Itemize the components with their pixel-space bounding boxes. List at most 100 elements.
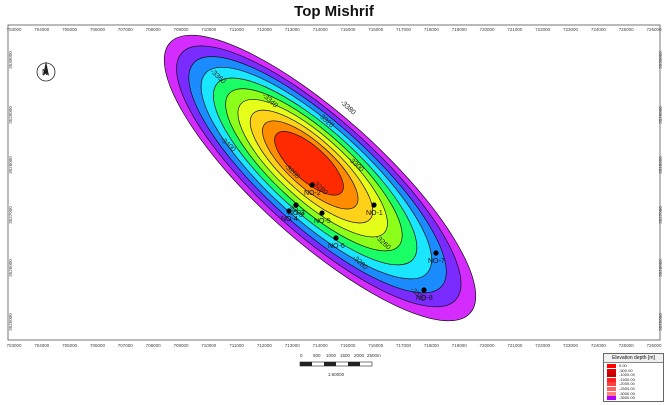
x-tick-label-top: 723000 bbox=[563, 27, 579, 32]
x-tick-label-top: 706000 bbox=[90, 27, 106, 32]
well-label: NO-5 bbox=[314, 218, 331, 225]
legend-entry: -2500.00 bbox=[607, 386, 662, 391]
x-tick-label-top: 711000 bbox=[229, 27, 244, 32]
y-tick-label-right: 3528000 bbox=[658, 156, 663, 174]
x-tick-label-top: 726000 bbox=[646, 27, 662, 32]
x-tick-label-top: 715000 bbox=[340, 27, 356, 32]
y-tick-label-left: 3528000 bbox=[8, 156, 13, 174]
x-tick-label-top: 709000 bbox=[173, 27, 189, 32]
x-tick-label-top: 716000 bbox=[368, 27, 384, 32]
legend-swatch bbox=[607, 391, 616, 396]
y-tick-label-left: 3529000 bbox=[8, 106, 13, 124]
scale-label: 1500 bbox=[340, 353, 351, 358]
well-label: NO-3 bbox=[288, 210, 305, 217]
legend-swatch bbox=[607, 368, 616, 373]
x-tick-label-top: 705000 bbox=[62, 27, 78, 32]
x-tick-label-bottom: 706000 bbox=[90, 343, 106, 348]
x-tick-label-top: 719000 bbox=[452, 27, 468, 32]
x-tick-label-bottom: 712000 bbox=[257, 343, 273, 348]
x-tick-label-bottom: 723000 bbox=[563, 343, 579, 348]
y-tick-label-left: 3526000 bbox=[8, 259, 13, 277]
legend-entry: -3500.00 bbox=[607, 395, 662, 401]
x-tick-label-top: 714000 bbox=[313, 27, 329, 32]
legend-label: -1000.00 bbox=[619, 372, 635, 378]
map-title: Top Mishrif bbox=[294, 3, 374, 20]
scale-label: 0 bbox=[300, 353, 303, 358]
legend-entry: -500.00 bbox=[607, 367, 662, 373]
x-tick-label-bottom: 719000 bbox=[452, 343, 468, 348]
legend: Elevation depth [m] 0.00 -500.00 -1000.00-… bbox=[603, 353, 664, 402]
well-marker bbox=[319, 210, 325, 216]
x-tick-label-bottom: 716000 bbox=[368, 343, 384, 348]
x-tick-label-top: 707000 bbox=[118, 27, 134, 32]
well-label: NO-4 bbox=[281, 216, 298, 223]
x-tick-label-top: 725000 bbox=[619, 27, 635, 32]
x-tick-label-bottom: 711000 bbox=[229, 343, 244, 348]
x-tick-label-bottom: 703000 bbox=[6, 343, 22, 348]
legend-label: -1500.00 bbox=[619, 376, 635, 382]
well-marker bbox=[333, 235, 339, 241]
x-tick-label-top: 703000 bbox=[6, 27, 22, 32]
well-marker bbox=[433, 250, 439, 256]
x-tick-label-bottom: 715000 bbox=[340, 343, 356, 348]
y-tick-label-right: 3526000 bbox=[658, 259, 663, 277]
x-tick-label-bottom: 726000 bbox=[646, 343, 662, 348]
well-marker bbox=[421, 287, 427, 293]
x-tick-label-bottom: 707000 bbox=[118, 343, 134, 348]
legend-entry: -3000.00 bbox=[607, 390, 662, 396]
x-tick-label-bottom: 717000 bbox=[396, 343, 412, 348]
legend-label: -3500.00 bbox=[619, 395, 635, 401]
x-tick-label-bottom: 705000 bbox=[62, 343, 78, 348]
well-label: NO-2 bbox=[304, 190, 321, 197]
legend-swatch bbox=[607, 387, 616, 391]
legend-label: -500.00 bbox=[619, 367, 633, 373]
x-tick-label-bottom: 704000 bbox=[34, 343, 50, 348]
contour-bands bbox=[163, 34, 477, 322]
north-arrow-icon: N bbox=[36, 61, 56, 82]
scale-bar bbox=[299, 361, 373, 367]
x-tick-label-top: 710000 bbox=[201, 27, 217, 32]
y-tick-label-left: 3527000 bbox=[8, 206, 13, 224]
legend-swatch bbox=[607, 396, 616, 401]
x-tick-label-bottom: 725000 bbox=[619, 343, 635, 348]
scale-label: 2500m bbox=[367, 353, 381, 358]
y-tick-label-right: 3527000 bbox=[658, 206, 663, 224]
x-tick-label-bottom: 710000 bbox=[201, 343, 217, 348]
well-marker bbox=[286, 208, 292, 214]
contour-band bbox=[274, 131, 344, 196]
well-marker bbox=[371, 202, 377, 208]
well-marker bbox=[293, 202, 299, 208]
coordinate-ticks: 703000 703000 704000 704000 705000 705000 7060… bbox=[6, 27, 663, 348]
legend-label: -3000.00 bbox=[619, 390, 635, 396]
x-tick-label-bottom: 708000 bbox=[146, 343, 162, 348]
well-label: NO-6 bbox=[328, 243, 345, 250]
y-tick-label-right: 3530000 bbox=[658, 51, 663, 69]
legend-swatch bbox=[607, 364, 616, 368]
legend-title: Elevation depth [m] bbox=[604, 354, 663, 363]
x-tick-label-top: 722000 bbox=[535, 27, 551, 32]
legend-entry: 0.00 bbox=[607, 363, 662, 368]
legend-swatch bbox=[607, 377, 616, 382]
scale-label: 2000 bbox=[354, 353, 365, 358]
x-tick-label-top: 713000 bbox=[285, 27, 301, 32]
x-tick-label-top: 724000 bbox=[591, 27, 607, 32]
legend-swatch bbox=[607, 373, 616, 378]
x-tick-label-top: 717000 bbox=[396, 27, 412, 32]
well-markers: NO-1 NO-2 NO-3NO-4 NO-5 NO-6 NO-7 NO-8 bbox=[281, 182, 445, 302]
x-tick-label-bottom: 722000 bbox=[535, 343, 551, 348]
scale-label: 1000 bbox=[326, 353, 337, 358]
well-label: NO-8 bbox=[416, 295, 433, 302]
scale-ratio: 1:60000 bbox=[327, 372, 345, 377]
legend-label: 0.00 bbox=[619, 363, 627, 368]
x-tick-label-top: 720000 bbox=[480, 27, 496, 32]
y-tick-label-left: 3525000 bbox=[8, 313, 13, 331]
x-tick-label-top: 718000 bbox=[424, 27, 440, 32]
well-label: NO-1 bbox=[366, 210, 383, 217]
x-tick-label-bottom: 720000 bbox=[480, 343, 496, 348]
legend-swatch bbox=[607, 382, 616, 387]
scale-bar-labels: 0 500 1000 1500 2000 2500m bbox=[300, 353, 390, 360]
legend-label: -2500.00 bbox=[619, 386, 635, 391]
scale-label: 500 bbox=[313, 353, 321, 358]
legend-entry: -1500.00 bbox=[607, 376, 662, 382]
